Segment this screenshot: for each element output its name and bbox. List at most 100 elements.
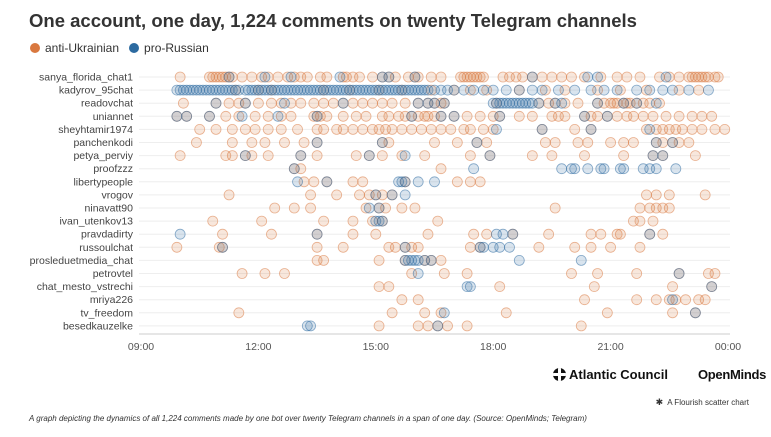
scatter-point[interactable] — [266, 228, 277, 240]
scatter-point[interactable] — [311, 137, 323, 148]
scatter-point[interactable] — [239, 97, 251, 109]
scatter-point[interactable] — [399, 176, 411, 188]
scatter-point[interactable] — [526, 150, 538, 162]
scatter-point[interactable] — [601, 307, 613, 319]
scatter-point[interactable] — [706, 281, 718, 293]
scatter-point[interactable] — [618, 150, 630, 162]
scatter-point[interactable] — [406, 123, 418, 135]
scatter-point[interactable] — [429, 176, 440, 188]
scatter-point[interactable] — [226, 137, 238, 148]
scatter-point[interactable] — [177, 97, 189, 109]
scatter-point[interactable] — [614, 228, 626, 240]
scatter-point[interactable] — [357, 176, 369, 188]
scatter-point[interactable] — [660, 71, 672, 83]
scatter-point[interactable] — [321, 176, 333, 188]
scatter-point[interactable] — [416, 123, 427, 135]
scatter-point[interactable] — [487, 123, 499, 135]
scatter-point[interactable] — [631, 97, 643, 109]
scatter-point[interactable] — [412, 294, 424, 306]
scatter-point[interactable] — [226, 150, 238, 162]
scatter-point[interactable] — [223, 189, 235, 201]
scatter-point[interactable] — [337, 110, 349, 122]
scatter-point[interactable] — [663, 189, 675, 201]
scatter-point[interactable] — [233, 307, 245, 319]
scatter-point[interactable] — [487, 84, 499, 96]
scatter-point[interactable] — [683, 137, 695, 148]
legend-item-pro-russian[interactable]: pro-Russian — [129, 41, 209, 55]
scatter-point[interactable] — [422, 228, 434, 240]
scatter-point[interactable] — [259, 268, 271, 279]
scatter-point[interactable] — [213, 241, 225, 253]
scatter-point[interactable] — [526, 110, 538, 122]
scatter-point[interactable] — [301, 71, 313, 83]
scatter-point[interactable] — [438, 307, 450, 319]
scatter-point[interactable] — [386, 123, 398, 135]
scatter-point[interactable] — [337, 241, 349, 253]
scatter-point[interactable] — [298, 137, 310, 148]
scatter-point[interactable] — [595, 71, 607, 83]
scatter-point[interactable] — [279, 137, 290, 148]
scatter-point[interactable] — [360, 110, 372, 122]
scatter-point[interactable] — [318, 97, 330, 109]
scatter-point[interactable] — [448, 84, 460, 96]
scatter-point[interactable] — [680, 294, 692, 306]
scatter-point[interactable] — [174, 71, 186, 83]
scatter-point[interactable] — [311, 228, 323, 240]
scatter-point[interactable] — [406, 110, 418, 122]
scatter-point[interactable] — [474, 110, 486, 122]
scatter-point[interactable] — [370, 228, 382, 240]
scatter-point[interactable] — [513, 84, 525, 96]
scatter-point[interactable] — [471, 137, 483, 148]
scatter-point[interactable] — [464, 150, 476, 162]
scatter-point[interactable] — [549, 137, 561, 148]
scatter-point[interactable] — [233, 110, 245, 122]
scatter-point[interactable] — [497, 228, 509, 240]
scatter-point[interactable] — [383, 71, 395, 83]
scatter-point[interactable] — [269, 202, 281, 214]
scatter-point[interactable] — [585, 241, 597, 253]
scatter-point[interactable] — [259, 137, 271, 148]
scatter-point[interactable] — [657, 228, 669, 240]
scatter-point[interactable] — [399, 150, 411, 162]
scatter-point[interactable] — [673, 71, 685, 83]
scatter-point[interactable] — [686, 123, 698, 135]
flourish-attribution[interactable]: ✱ A Flourish scatter chart — [656, 397, 749, 408]
scatter-point[interactable] — [546, 150, 558, 162]
scatter-point[interactable] — [262, 150, 274, 162]
scatter-point[interactable] — [311, 150, 323, 162]
scatter-point[interactable] — [458, 84, 470, 96]
scatter-point[interactable] — [259, 71, 271, 83]
scatter-point[interactable] — [419, 150, 431, 162]
scatter-point[interactable] — [445, 123, 457, 135]
scatter-point[interactable] — [412, 241, 424, 253]
scatter-point[interactable] — [641, 189, 652, 201]
scatter-point[interactable] — [210, 97, 222, 109]
scatter-point[interactable] — [373, 202, 385, 214]
scatter-point[interactable] — [412, 268, 424, 279]
scatter-point[interactable] — [517, 71, 528, 83]
scatter-point[interactable] — [389, 241, 401, 253]
scatter-point[interactable] — [432, 215, 444, 227]
scatter-point[interactable] — [373, 281, 385, 293]
scatter-point[interactable] — [461, 268, 473, 279]
scatter-point[interactable] — [367, 71, 378, 83]
scatter-point[interactable] — [357, 123, 369, 135]
scatter-point[interactable] — [262, 123, 274, 135]
scatter-point[interactable] — [425, 123, 437, 135]
scatter-point[interactable] — [308, 176, 320, 188]
scatter-point[interactable] — [451, 176, 463, 188]
scatter-point[interactable] — [272, 110, 284, 122]
scatter-point[interactable] — [634, 241, 646, 253]
scatter-point[interactable] — [536, 123, 548, 135]
scatter-point[interactable] — [474, 241, 486, 253]
scatter-point[interactable] — [559, 110, 571, 122]
scatter-point[interactable] — [435, 110, 447, 122]
scatter-point[interactable] — [210, 123, 222, 135]
scatter-point[interactable] — [181, 110, 193, 122]
scatter-point[interactable] — [432, 320, 444, 332]
scatter-point[interactable] — [347, 176, 359, 188]
scatter-point[interactable] — [579, 110, 590, 122]
scatter-point[interactable] — [279, 97, 290, 109]
scatter-point[interactable] — [363, 202, 375, 214]
scatter-point[interactable] — [464, 241, 476, 253]
